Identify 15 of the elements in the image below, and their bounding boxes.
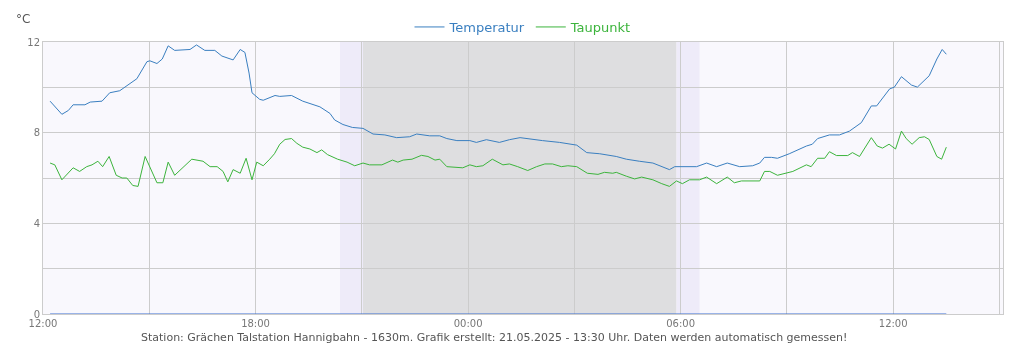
line-series	[49, 44, 947, 171]
x-tick-label: 12:00	[28, 318, 58, 329]
x-tick-label: 12:00	[878, 318, 908, 329]
y-tick-label: 12	[27, 36, 40, 48]
x-tick-label: 18:00	[241, 318, 270, 329]
legend-label: Taupunkt	[569, 20, 631, 36]
x-tick-label: 06:00	[666, 318, 696, 329]
line-series	[49, 130, 947, 187]
y-tick-label: 4	[33, 217, 40, 229]
text: Station: Grächen Talstation Hannigbahn - 1630m. Grafik erstellt: 21.05.2025 - 13:30 Uhr. Daten werden automatisch gemessen!	[141, 331, 848, 344]
y-tick-label: 0	[33, 308, 40, 320]
x-tick-label: 00:00	[453, 318, 483, 329]
y-tick-label: 8	[33, 127, 40, 139]
legend-label: Temperatur	[448, 20, 525, 36]
y-axis-title: °C	[16, 12, 31, 26]
